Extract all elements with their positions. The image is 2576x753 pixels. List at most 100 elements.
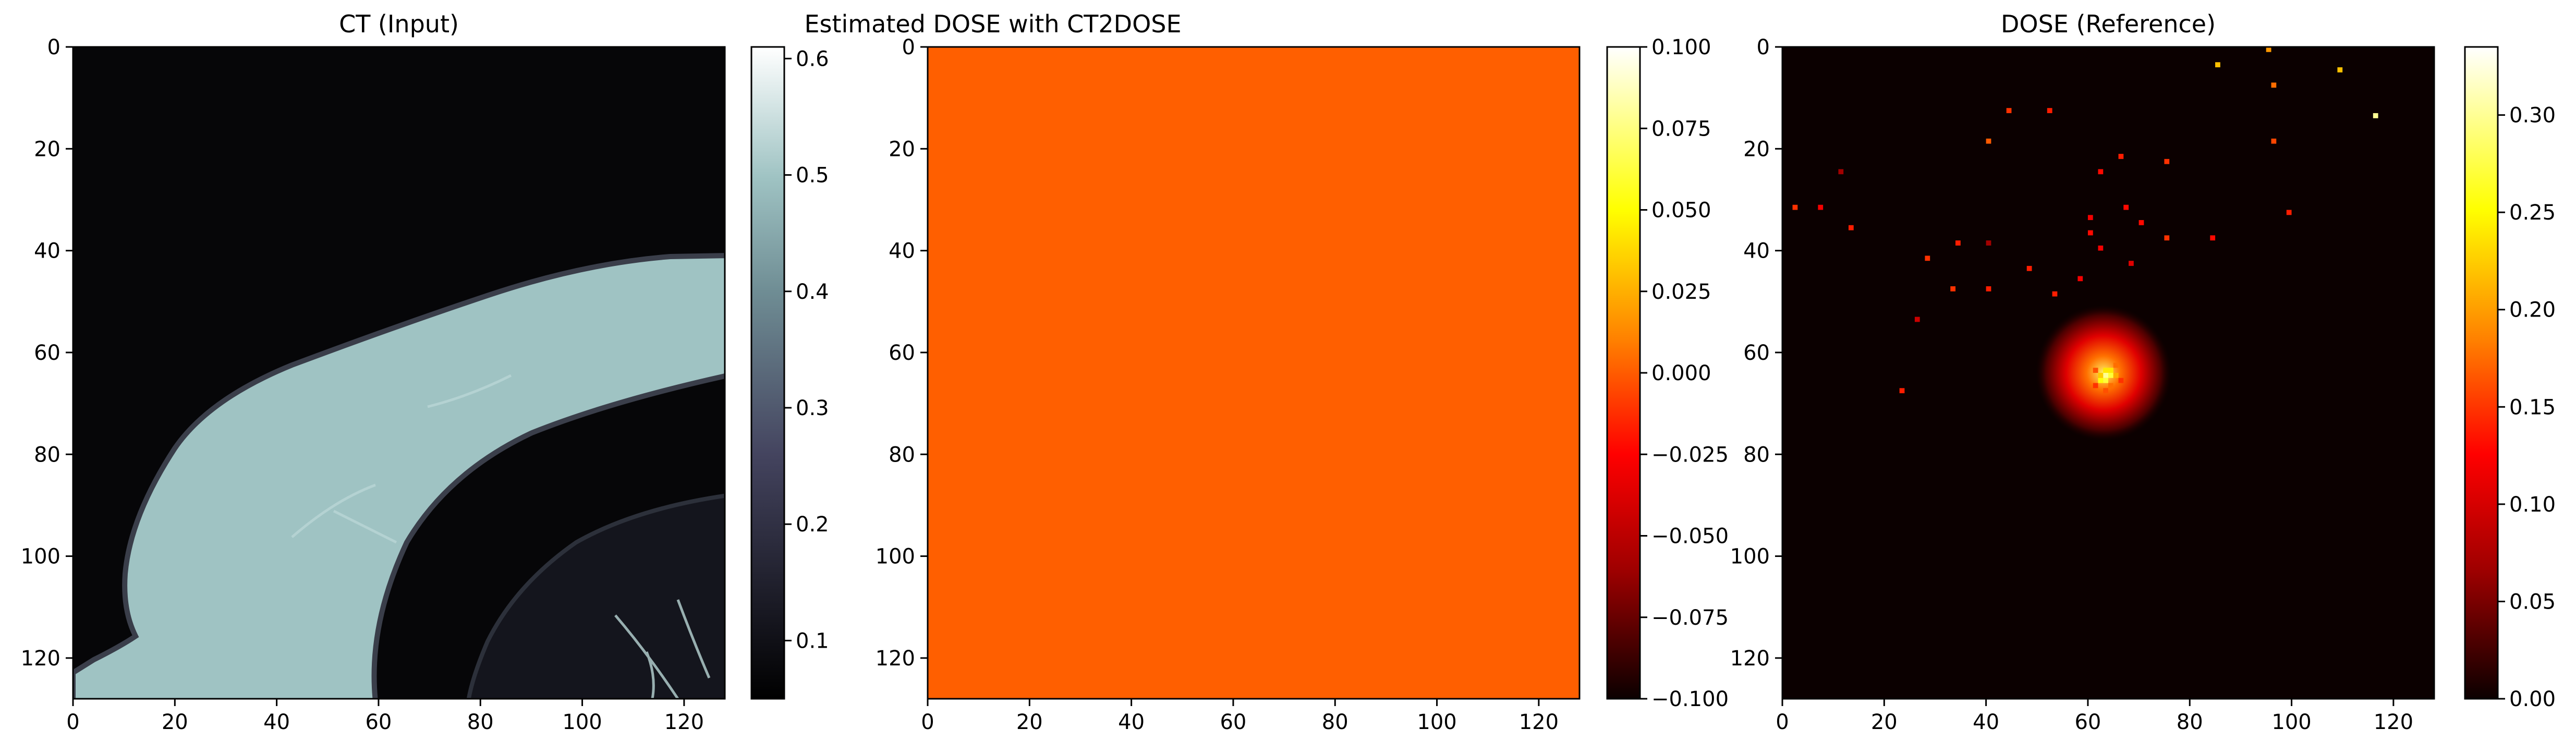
colorbar-tick-label: 0.10 bbox=[2509, 493, 2556, 517]
dose-point bbox=[2286, 210, 2292, 215]
dose-point bbox=[2118, 154, 2124, 159]
colorbar-tick-label: 0.025 bbox=[1651, 280, 1711, 304]
y-tick-label: 80 bbox=[34, 443, 60, 467]
x-tick-label: 80 bbox=[1322, 710, 1348, 734]
dose-hotspot-pixel bbox=[2103, 378, 2108, 383]
y-tick-label: 20 bbox=[34, 137, 60, 161]
dose-hotspot-pixel bbox=[2103, 388, 2108, 394]
dose-point bbox=[1792, 204, 1798, 210]
ct-vessel-lines bbox=[291, 374, 711, 699]
dose-point bbox=[2210, 235, 2216, 241]
dose-point bbox=[2164, 235, 2170, 241]
y-tick-label: 80 bbox=[1743, 443, 1770, 467]
y-tick-label: 0 bbox=[902, 35, 915, 59]
x-tick-label: 100 bbox=[562, 710, 602, 734]
dose-hotspot-pixel bbox=[2098, 378, 2104, 383]
ct-tissue-region bbox=[73, 253, 725, 699]
x-tick-label: 120 bbox=[2374, 710, 2413, 734]
panel-dose-reference: DOSE (Reference) 0 20 40 60 80 100 120 0 20 40 60… bbox=[1730, 10, 2556, 734]
dose-point bbox=[1955, 240, 1961, 246]
panel-estimated-dose: Estimated DOSE with CT2DOSE 0 20 40 60 80 100… bbox=[804, 10, 1729, 734]
y-tick-label: 0 bbox=[1757, 35, 1770, 59]
colorbar-tick-label: 0.000 bbox=[1651, 361, 1711, 385]
colorbar-tick-label: 0.30 bbox=[2509, 104, 2556, 128]
colorbar-gradient bbox=[1607, 47, 1640, 699]
y-tick-label: 20 bbox=[1743, 137, 1770, 161]
dose-hotspot-pixel bbox=[2093, 383, 2098, 388]
y-tick-label: 60 bbox=[34, 341, 60, 365]
dose-hotspot-pixel bbox=[2103, 368, 2108, 373]
dose-hotspot-pixel bbox=[2113, 362, 2119, 368]
dose-point bbox=[2215, 62, 2220, 68]
x-tick-label: 0 bbox=[1776, 710, 1789, 734]
colorbar-tick-label: 0.00 bbox=[2509, 687, 2556, 711]
dose-point bbox=[2123, 204, 2129, 210]
y-tick-label: 120 bbox=[876, 647, 915, 671]
dose-point bbox=[2271, 82, 2277, 88]
plot-frame bbox=[927, 46, 1581, 700]
colorbar-frame bbox=[750, 46, 785, 700]
colorbar-tick-label: 0.5 bbox=[796, 164, 829, 188]
x-tick-label: 120 bbox=[1519, 710, 1559, 734]
x-ticks-0: 0 20 40 60 80 100 120 bbox=[66, 699, 704, 734]
x-ticks-2: 0 20 40 60 80 100 120 bbox=[1776, 699, 2413, 734]
x-tick-label: 60 bbox=[1220, 710, 1246, 734]
colorbar-tick-label: −0.025 bbox=[1651, 443, 1729, 467]
colorbar-tick-label: 0.6 bbox=[796, 47, 829, 71]
dose-hotspot-pixel bbox=[2108, 383, 2113, 388]
dose-point bbox=[2098, 169, 2104, 175]
y-tick-label: 80 bbox=[889, 443, 915, 467]
dose-point bbox=[1986, 240, 1991, 246]
dose-point bbox=[1914, 317, 1920, 322]
x-axis: 0 20 40 60 80 100 120 bbox=[66, 699, 704, 734]
colorbar-tick-label: 0.05 bbox=[2509, 590, 2556, 614]
x-ticks-1: 0 20 40 60 80 100 120 bbox=[921, 699, 1559, 734]
dose-point bbox=[2129, 261, 2134, 266]
colorbar-tick-label: 0.15 bbox=[2509, 395, 2556, 419]
y-axis: 0 20 40 60 80 100 120 bbox=[21, 35, 73, 671]
ct-lung-region bbox=[466, 493, 725, 699]
x-tick-label: 60 bbox=[365, 710, 392, 734]
dose-point bbox=[2164, 159, 2170, 164]
y-tick-label: 40 bbox=[34, 239, 60, 263]
x-tick-label: 0 bbox=[921, 710, 934, 734]
dose-hotspot-pixel bbox=[2118, 378, 2124, 383]
cbar-ticks-0: 0.1 0.2 0.3 0.4 0.5 0.6 bbox=[784, 47, 829, 653]
dose-point bbox=[1899, 388, 1905, 394]
dose-hotspot-pixel bbox=[2098, 373, 2104, 378]
ct-image bbox=[73, 47, 725, 699]
x-tick-label: 100 bbox=[2271, 710, 2311, 734]
y-tick-label: 20 bbox=[889, 137, 915, 161]
colorbar-tick-label: 0.1 bbox=[796, 629, 829, 653]
dose-point bbox=[2026, 265, 2032, 271]
estimated-dose-image bbox=[928, 47, 1579, 699]
dose-point bbox=[2271, 138, 2277, 144]
colorbar-tick-label: −0.050 bbox=[1651, 525, 1729, 549]
colorbar: 0.00 0.05 0.10 0.15 0.20 0.25 0.30 bbox=[2464, 46, 2556, 711]
y-tick-label: 100 bbox=[21, 545, 60, 569]
x-axis: 0 20 40 60 80 100 120 bbox=[1776, 699, 2413, 734]
y-tick-label: 0 bbox=[47, 35, 60, 59]
dose-point bbox=[2052, 291, 2058, 297]
panel-ct-input: CT (Input) 0 20 40 60 80 100 120 0 20 40 60 80 100 1… bbox=[21, 10, 829, 734]
colorbar-tick-label: 0.2 bbox=[796, 513, 829, 537]
colorbar-tick-label: 0.100 bbox=[1651, 35, 1711, 59]
colorbar-tick-label: −0.100 bbox=[1651, 687, 1729, 711]
dose-point bbox=[1818, 204, 1824, 210]
panel-title: CT (Input) bbox=[339, 10, 459, 38]
colorbar-tick-label: 0.20 bbox=[2509, 298, 2556, 322]
colorbar-gradient bbox=[2465, 47, 2498, 699]
dose-point bbox=[2337, 67, 2343, 72]
x-tick-label: 120 bbox=[664, 710, 704, 734]
reference-dose-image bbox=[1782, 47, 2434, 699]
y-tick-label: 120 bbox=[21, 647, 60, 671]
y-tick-label: 40 bbox=[889, 239, 915, 263]
dose-point bbox=[2373, 113, 2378, 118]
x-tick-label: 40 bbox=[263, 710, 290, 734]
y-axis: 0 20 40 60 80 100 120 bbox=[876, 35, 928, 671]
y-axis: 0 20 40 60 80 100 120 bbox=[1730, 35, 1782, 671]
colorbar-gradient bbox=[751, 47, 784, 699]
y-tick-label: 60 bbox=[889, 341, 915, 365]
dose-point bbox=[2087, 230, 2093, 236]
